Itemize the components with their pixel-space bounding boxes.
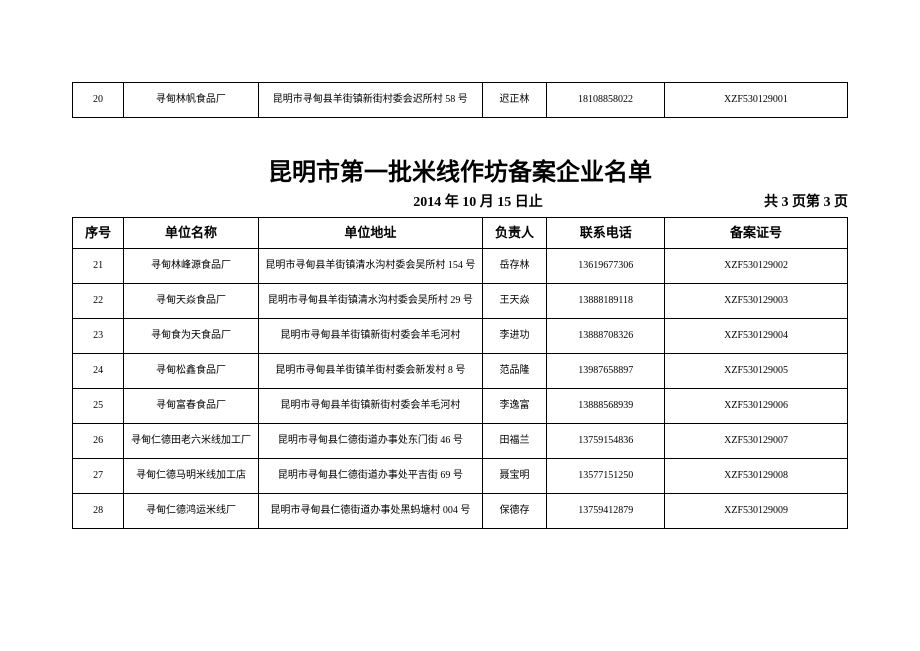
header-person: 负责人: [482, 218, 546, 249]
cell-phone: 13888568939: [547, 389, 665, 424]
cell-cert: XZF530129007: [665, 424, 848, 459]
cell-cert: XZF530129003: [665, 284, 848, 319]
cell-phone: 13619677306: [547, 249, 665, 284]
cell-addr: 昆明市寻甸县仁德街道办事处平吉街 69 号: [258, 459, 482, 494]
subtitle-pagination: 共 3 页第 3 页: [764, 191, 848, 211]
table-row: 20 寻甸林帆食品厂 昆明市寻甸县羊街镇新街村委会迟所村 58 号 迟正林 18…: [73, 83, 848, 118]
cell-phone: 18108858022: [547, 83, 665, 118]
table-row: 27寻甸仁德马明米线加工店昆明市寻甸县仁德街道办事处平吉街 69 号聂宝明135…: [73, 459, 848, 494]
cell-addr: 昆明市寻甸县羊街镇新街村委会迟所村 58 号: [258, 83, 482, 118]
cell-addr: 昆明市寻甸县羊街镇羊街村委会新发村 8 号: [258, 354, 482, 389]
table-row: 25寻甸富春食品厂昆明市寻甸县羊街镇新街村委会羊毛河村李逸富1388856893…: [73, 389, 848, 424]
cell-person: 李逸富: [482, 389, 546, 424]
cell-addr: 昆明市寻甸县仁德街道办事处黑蚂塘村 004 号: [258, 494, 482, 529]
cell-seq: 21: [73, 249, 124, 284]
cell-name: 寻甸富春食品厂: [124, 389, 259, 424]
header-phone: 联系电话: [547, 218, 665, 249]
cell-cert: XZF530129009: [665, 494, 848, 529]
cell-cert: XZF530129002: [665, 249, 848, 284]
cell-person: 迟正林: [482, 83, 546, 118]
table-row: 21寻甸林峰源食品厂昆明市寻甸县羊街镇清水沟村委会吴所村 154 号岳存林136…: [73, 249, 848, 284]
cell-person: 聂宝明: [482, 459, 546, 494]
subtitle-date: 2014 年 10 月 15 日止: [192, 191, 764, 211]
cell-cert: XZF530129004: [665, 319, 848, 354]
cell-name: 寻甸仁德马明米线加工店: [124, 459, 259, 494]
cell-addr: 昆明市寻甸县羊街镇新街村委会羊毛河村: [258, 319, 482, 354]
table-header-row: 序号 单位名称 单位地址 负责人 联系电话 备案证号: [73, 218, 848, 249]
cell-seq: 23: [73, 319, 124, 354]
cell-phone: 13888189118: [547, 284, 665, 319]
cell-seq: 27: [73, 459, 124, 494]
cell-phone: 13888708326: [547, 319, 665, 354]
table-row: 24寻甸松鑫食品厂昆明市寻甸县羊街镇羊街村委会新发村 8 号范品隆1398765…: [73, 354, 848, 389]
cell-name: 寻甸林帆食品厂: [124, 83, 259, 118]
cell-cert: XZF530129005: [665, 354, 848, 389]
cell-addr: 昆明市寻甸县羊街镇清水沟村委会吴所村 29 号: [258, 284, 482, 319]
table-row: 23寻甸食为天食品厂昆明市寻甸县羊街镇新街村委会羊毛河村李进功138887083…: [73, 319, 848, 354]
header-name: 单位名称: [124, 218, 259, 249]
cell-phone: 13759154836: [547, 424, 665, 459]
cell-addr: 昆明市寻甸县羊街镇新街村委会羊毛河村: [258, 389, 482, 424]
cell-phone: 13759412879: [547, 494, 665, 529]
top-fragment-table: 20 寻甸林帆食品厂 昆明市寻甸县羊街镇新街村委会迟所村 58 号 迟正林 18…: [72, 82, 848, 118]
cell-seq: 22: [73, 284, 124, 319]
cell-addr: 昆明市寻甸县仁德街道办事处东门街 46 号: [258, 424, 482, 459]
cell-cert: XZF530129008: [665, 459, 848, 494]
table-row: 28寻甸仁德鸿运米线厂昆明市寻甸县仁德街道办事处黑蚂塘村 004 号保德存137…: [73, 494, 848, 529]
page-title: 昆明市第一批米线作坊备案企业名单: [0, 152, 920, 187]
cell-phone: 13987658897: [547, 354, 665, 389]
cell-seq: 24: [73, 354, 124, 389]
subtitle-row: 2014 年 10 月 15 日止 共 3 页第 3 页: [72, 191, 848, 211]
cell-phone: 13577151250: [547, 459, 665, 494]
cell-person: 岳存林: [482, 249, 546, 284]
header-seq: 序号: [73, 218, 124, 249]
cell-person: 田福兰: [482, 424, 546, 459]
table-body: 21寻甸林峰源食品厂昆明市寻甸县羊街镇清水沟村委会吴所村 154 号岳存林136…: [73, 249, 848, 529]
cell-cert: XZF530129001: [664, 83, 847, 118]
cell-seq: 25: [73, 389, 124, 424]
cell-person: 王天焱: [482, 284, 546, 319]
cell-seq: 28: [73, 494, 124, 529]
header-addr: 单位地址: [258, 218, 482, 249]
cell-name: 寻甸松鑫食品厂: [124, 354, 259, 389]
cell-seq: 20: [73, 83, 124, 118]
cell-name: 寻甸仁德田老六米线加工厂: [124, 424, 259, 459]
main-table: 序号 单位名称 单位地址 负责人 联系电话 备案证号 21寻甸林峰源食品厂昆明市…: [72, 217, 848, 529]
cell-name: 寻甸天焱食品厂: [124, 284, 259, 319]
cell-name: 寻甸仁德鸿运米线厂: [124, 494, 259, 529]
cell-person: 保德存: [482, 494, 546, 529]
table-row: 26寻甸仁德田老六米线加工厂昆明市寻甸县仁德街道办事处东门街 46 号田福兰13…: [73, 424, 848, 459]
cell-person: 范品隆: [482, 354, 546, 389]
table-row: 22寻甸天焱食品厂昆明市寻甸县羊街镇清水沟村委会吴所村 29 号王天焱13888…: [73, 284, 848, 319]
cell-person: 李进功: [482, 319, 546, 354]
cell-seq: 26: [73, 424, 124, 459]
cell-cert: XZF530129006: [665, 389, 848, 424]
cell-name: 寻甸林峰源食品厂: [124, 249, 259, 284]
page: 20 寻甸林帆食品厂 昆明市寻甸县羊街镇新街村委会迟所村 58 号 迟正林 18…: [0, 82, 920, 529]
cell-name: 寻甸食为天食品厂: [124, 319, 259, 354]
cell-addr: 昆明市寻甸县羊街镇清水沟村委会吴所村 154 号: [258, 249, 482, 284]
header-cert: 备案证号: [665, 218, 848, 249]
